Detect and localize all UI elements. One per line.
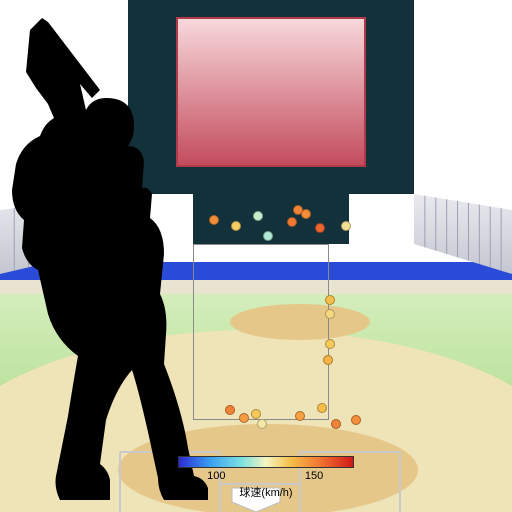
- pitch-marker: [325, 309, 335, 319]
- pitch-location-chart: 100 150 球速(km/h): [0, 0, 512, 512]
- pitch-marker: [331, 419, 341, 429]
- colorbar-ticks: 100 150: [178, 470, 354, 484]
- pitch-marker: [351, 415, 361, 425]
- pitch-marker: [257, 419, 267, 429]
- pitch-marker: [341, 221, 351, 231]
- colorbar: 100 150 球速(km/h): [178, 456, 354, 500]
- pitch-marker: [317, 403, 327, 413]
- pitch-marker: [251, 409, 261, 419]
- colorbar-tick: 150: [305, 470, 323, 482]
- pitch-marker: [325, 295, 335, 305]
- pitch-marker: [263, 231, 273, 241]
- colorbar-label: 球速(km/h): [239, 484, 292, 500]
- pitch-marker: [315, 223, 325, 233]
- pitch-marker: [323, 355, 333, 365]
- pitch-marker: [325, 339, 335, 349]
- pitch-marker: [287, 217, 297, 227]
- pitch-marker: [253, 211, 263, 221]
- colorbar-tick: 100: [207, 470, 225, 482]
- batter-silhouette: [0, 18, 252, 500]
- pitch-marker: [301, 209, 311, 219]
- pitch-marker: [295, 411, 305, 421]
